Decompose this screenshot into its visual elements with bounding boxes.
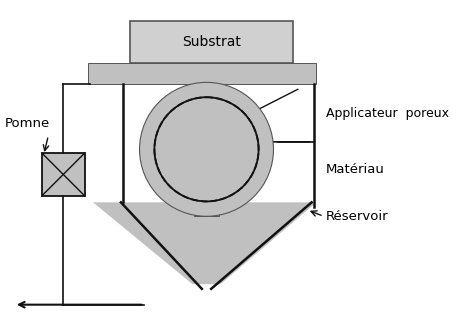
Bar: [194, 202, 219, 216]
Text: Pomne: Pomne: [5, 117, 50, 130]
Polygon shape: [93, 202, 316, 284]
Text: Matériau: Matériau: [326, 163, 384, 176]
Text: Réservoir: Réservoir: [326, 210, 388, 223]
Bar: [130, 21, 293, 63]
Text: Substrat: Substrat: [182, 35, 241, 49]
Ellipse shape: [139, 82, 274, 216]
Text: Applicateur  poreux: Applicateur poreux: [326, 108, 449, 121]
Bar: [89, 63, 316, 84]
Bar: [42, 153, 85, 196]
